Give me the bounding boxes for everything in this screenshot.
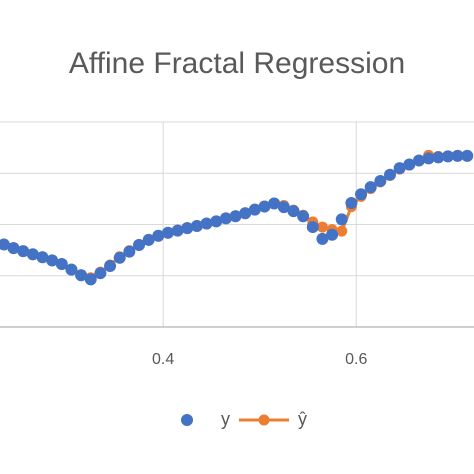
point: [336, 225, 348, 237]
point: [75, 269, 88, 282]
point: [393, 162, 406, 175]
point: [84, 273, 97, 286]
point: [441, 150, 454, 163]
point: [142, 233, 155, 246]
point: [287, 205, 300, 218]
point: [364, 181, 377, 194]
point: [239, 207, 252, 220]
point: [316, 221, 328, 233]
point: [0, 238, 10, 251]
point: [190, 220, 203, 233]
point: [355, 188, 368, 201]
point: [7, 242, 20, 255]
point: [384, 168, 397, 181]
point: [258, 200, 271, 213]
point: [412, 154, 425, 167]
point: [335, 213, 348, 226]
point: [345, 196, 358, 209]
point: [55, 257, 68, 270]
point: [306, 221, 319, 234]
legend-label: y: [221, 409, 230, 429]
point: [17, 245, 30, 258]
point: [46, 254, 59, 267]
point: [200, 217, 213, 230]
point: [181, 222, 194, 235]
point: [133, 239, 146, 251]
point: [316, 232, 329, 245]
legend-label: ŷ: [298, 409, 307, 429]
point: [65, 263, 78, 276]
point: [277, 201, 290, 214]
point: [268, 197, 281, 210]
point: [229, 210, 242, 223]
x-tick-label: 0.6: [345, 351, 367, 368]
legend-marker: [258, 414, 270, 426]
point: [451, 149, 464, 162]
point: [297, 210, 310, 223]
legend-marker: [181, 414, 193, 426]
point: [104, 260, 117, 273]
point: [248, 203, 261, 216]
x-tick-label: 0.4: [152, 351, 174, 368]
point: [326, 228, 339, 241]
point: [123, 245, 136, 258]
point: [422, 152, 435, 165]
point: [113, 251, 126, 264]
point: [403, 158, 416, 171]
point: [374, 174, 387, 187]
point: [171, 224, 184, 237]
chart-title: Affine Fractal Regression: [69, 47, 405, 80]
point: [461, 149, 474, 162]
point: [210, 215, 223, 228]
point: [152, 229, 165, 242]
point: [432, 151, 445, 164]
point: [26, 248, 39, 261]
point: [94, 267, 107, 280]
point: [36, 251, 49, 264]
point: [219, 212, 232, 225]
point: [161, 226, 174, 239]
